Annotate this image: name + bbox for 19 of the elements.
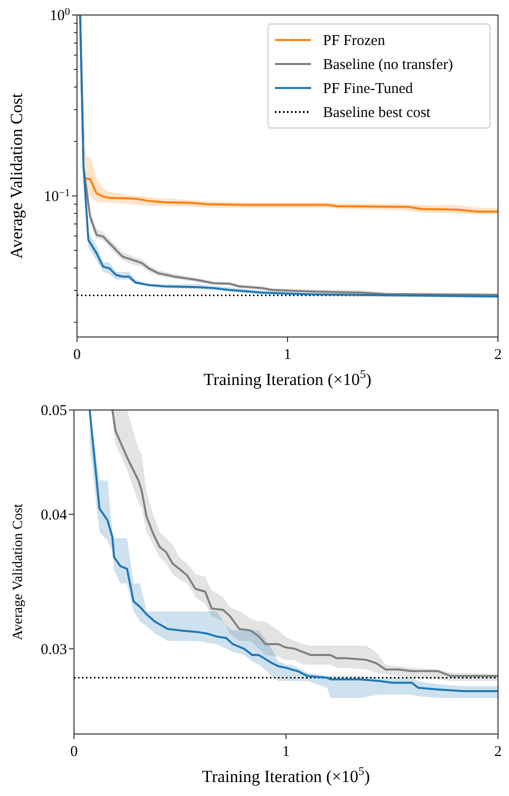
legend-label: Baseline (no transfer) [323, 57, 453, 73]
x-tick-label: 2 [494, 744, 502, 760]
x-tick-label: 2 [494, 347, 502, 363]
legend-label: PF Fine-Tuned [323, 81, 414, 97]
y-tick-label: 0.03 [40, 642, 67, 658]
x-tick-label: 0 [70, 744, 78, 760]
x-axis-title: Training Iteration (×10$^{5}$) [202, 764, 370, 786]
x-tick-label: 0 [73, 347, 81, 363]
x-tick-label: 1 [284, 347, 292, 363]
y-tick-label: 0.04 [40, 507, 68, 524]
legend-label: PF Frozen [323, 33, 386, 49]
legend-label: Baseline best cost [323, 105, 432, 121]
y-tick-label: 10$^{−1}$ [44, 187, 70, 205]
y-axis-title: Average Validation Cost [11, 504, 26, 640]
y-tick-label: 0.05 [40, 403, 67, 419]
x-axis-title: Training Iteration (×10$^{5}$) [204, 367, 372, 389]
y-tick-label: 10$^{0}$ [50, 6, 70, 24]
y-axis-title: Average Validation Cost [7, 92, 26, 259]
x-tick-label: 1 [282, 744, 290, 760]
